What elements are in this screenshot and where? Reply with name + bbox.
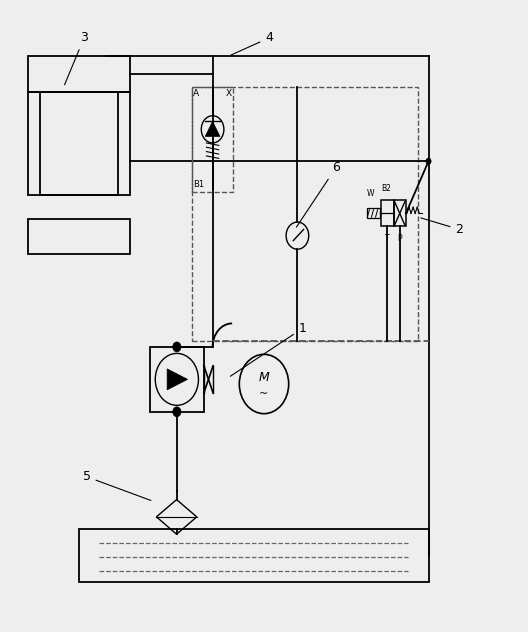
Polygon shape bbox=[205, 121, 220, 137]
Bar bbox=[40, 92, 118, 195]
Bar bbox=[367, 209, 380, 218]
Bar bbox=[393, 200, 406, 226]
Bar bbox=[27, 219, 130, 254]
Polygon shape bbox=[167, 369, 187, 390]
Bar bbox=[192, 87, 233, 192]
Text: P: P bbox=[398, 234, 402, 243]
Text: 5: 5 bbox=[82, 470, 151, 501]
Text: 6: 6 bbox=[296, 161, 340, 227]
Bar bbox=[79, 529, 429, 582]
Text: 2: 2 bbox=[421, 218, 463, 236]
Circle shape bbox=[173, 342, 181, 352]
Text: M: M bbox=[259, 372, 269, 384]
Bar bbox=[192, 87, 418, 341]
Bar bbox=[27, 56, 130, 92]
Text: B1: B1 bbox=[193, 180, 204, 190]
Text: A: A bbox=[193, 89, 199, 98]
Circle shape bbox=[426, 158, 431, 164]
Text: X: X bbox=[226, 89, 232, 98]
Bar bbox=[27, 92, 130, 195]
Text: W: W bbox=[366, 189, 374, 198]
Text: B2: B2 bbox=[382, 184, 392, 193]
Bar bbox=[150, 347, 204, 412]
Bar bbox=[381, 200, 393, 226]
Text: 1: 1 bbox=[230, 322, 306, 376]
Text: 3: 3 bbox=[64, 32, 88, 85]
Text: ~: ~ bbox=[259, 389, 269, 399]
Text: T: T bbox=[385, 234, 390, 243]
Circle shape bbox=[173, 407, 181, 416]
Text: 4: 4 bbox=[231, 32, 273, 55]
